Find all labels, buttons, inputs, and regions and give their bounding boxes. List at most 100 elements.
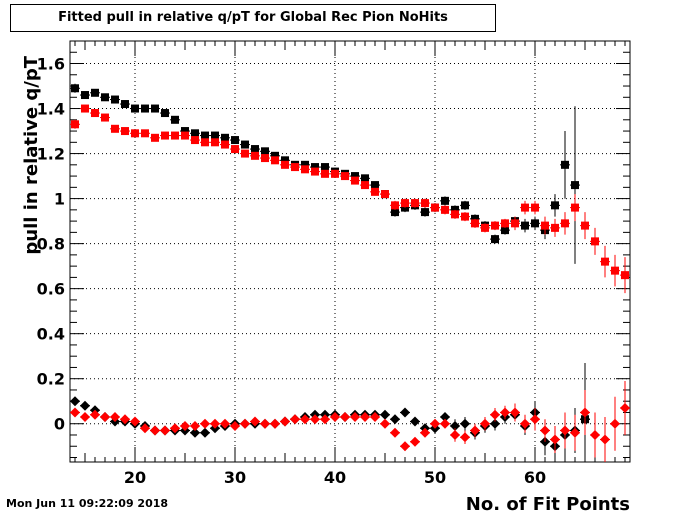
data-point — [110, 411, 120, 422]
data-point — [201, 131, 209, 140]
data-point — [511, 219, 519, 228]
data-point — [410, 436, 420, 447]
data-point — [261, 154, 269, 163]
data-point — [170, 423, 180, 434]
data-point — [90, 409, 100, 420]
data-point — [450, 420, 460, 431]
data-point — [281, 160, 289, 169]
data-point — [430, 418, 440, 429]
grid — [70, 41, 630, 462]
data-point — [391, 208, 399, 217]
series-3 — [70, 380, 630, 462]
data-point — [111, 95, 119, 104]
data-point — [131, 104, 139, 113]
data-point — [130, 416, 140, 427]
data-point — [371, 187, 379, 196]
data-point — [290, 414, 300, 425]
data-point — [71, 120, 79, 129]
data-point — [580, 407, 590, 418]
y-tick-label: 1.2 — [37, 145, 65, 164]
data-point — [251, 145, 259, 154]
data-point — [491, 235, 499, 244]
x-tick-label: 30 — [224, 468, 246, 487]
data-point — [250, 416, 260, 427]
data-point — [180, 420, 190, 431]
data-point — [251, 151, 259, 160]
data-point — [240, 418, 250, 429]
x-tick-label: 50 — [424, 468, 446, 487]
x-tick-label: 40 — [324, 468, 346, 487]
data-point — [270, 418, 280, 429]
y-tick-label: 0 — [54, 415, 65, 434]
data-point — [490, 418, 500, 429]
data-point — [241, 140, 249, 149]
data-point — [281, 156, 289, 165]
data-point — [460, 418, 470, 429]
data-point — [190, 427, 200, 438]
data-point — [551, 201, 559, 210]
y-tick-label: 1.6 — [37, 55, 65, 74]
data-point — [590, 429, 600, 440]
y-tick-label: 0.6 — [37, 280, 65, 299]
y-tick-label: 0.8 — [37, 235, 65, 254]
data-point — [311, 163, 319, 172]
data-point — [500, 407, 510, 418]
data-point — [440, 411, 450, 422]
data-point — [441, 205, 449, 214]
y-axis-label: pull in relative q/pT — [21, 55, 42, 254]
data-point — [321, 169, 329, 178]
data-point — [370, 411, 380, 422]
data-point — [150, 425, 160, 436]
data-point — [201, 138, 209, 147]
data-point — [80, 411, 90, 422]
data-point — [561, 160, 569, 169]
data-point — [610, 418, 620, 429]
data-point — [591, 237, 599, 246]
data-point — [531, 219, 539, 228]
data-point — [320, 414, 330, 425]
data-point — [501, 219, 509, 228]
data-point — [280, 416, 290, 427]
data-point — [331, 169, 339, 178]
plot-frame — [69, 40, 631, 463]
data-point — [200, 418, 210, 429]
data-point — [391, 201, 399, 210]
data-point — [361, 174, 369, 183]
data-point — [190, 420, 200, 431]
data-point — [211, 138, 219, 147]
data-point — [81, 104, 89, 113]
data-point — [291, 163, 299, 172]
data-point — [470, 425, 480, 436]
data-point — [191, 129, 199, 138]
data-point — [70, 396, 80, 407]
data-point — [241, 149, 249, 158]
data-point — [420, 427, 430, 438]
data-point — [131, 129, 139, 138]
data-point — [510, 407, 520, 418]
data-point — [311, 167, 319, 176]
data-point — [301, 160, 309, 169]
data-point — [121, 100, 129, 109]
data-point — [571, 203, 579, 212]
data-point — [461, 201, 469, 210]
data-point — [261, 147, 269, 156]
data-point — [310, 414, 320, 425]
data-point — [530, 414, 540, 425]
y-tick-label: 1 — [54, 190, 65, 209]
data-point — [521, 221, 529, 230]
data-point — [140, 423, 150, 434]
data-point — [191, 136, 199, 145]
data-point — [611, 266, 619, 275]
data-point — [341, 172, 349, 181]
data-point — [210, 418, 220, 429]
plot-border — [69, 40, 631, 463]
data-point — [521, 203, 529, 212]
data-point — [380, 409, 390, 420]
data-point — [101, 93, 109, 102]
data-point — [200, 427, 210, 438]
data-point — [91, 109, 99, 118]
data-point — [561, 219, 569, 228]
data-point — [221, 140, 229, 149]
data-point — [350, 411, 360, 422]
